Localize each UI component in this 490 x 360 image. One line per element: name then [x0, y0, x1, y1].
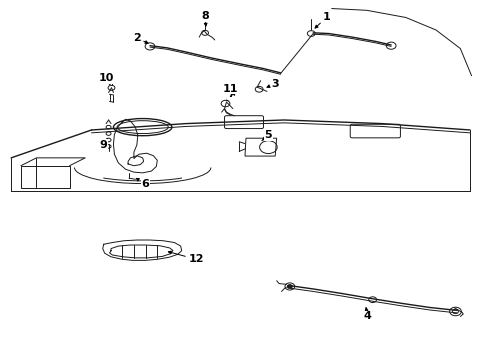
Text: 5: 5: [262, 130, 272, 141]
Text: 12: 12: [169, 251, 204, 264]
Circle shape: [288, 285, 292, 288]
Text: 10: 10: [98, 73, 114, 85]
Text: 2: 2: [133, 33, 148, 43]
Text: 9: 9: [100, 139, 108, 150]
Text: 11: 11: [222, 84, 238, 95]
Text: 7: 7: [227, 89, 235, 100]
Text: 3: 3: [267, 78, 279, 89]
Text: 8: 8: [201, 12, 209, 26]
Text: 1: 1: [315, 12, 331, 28]
Circle shape: [307, 31, 315, 36]
Text: 4: 4: [364, 308, 372, 321]
Text: 6: 6: [136, 179, 149, 189]
